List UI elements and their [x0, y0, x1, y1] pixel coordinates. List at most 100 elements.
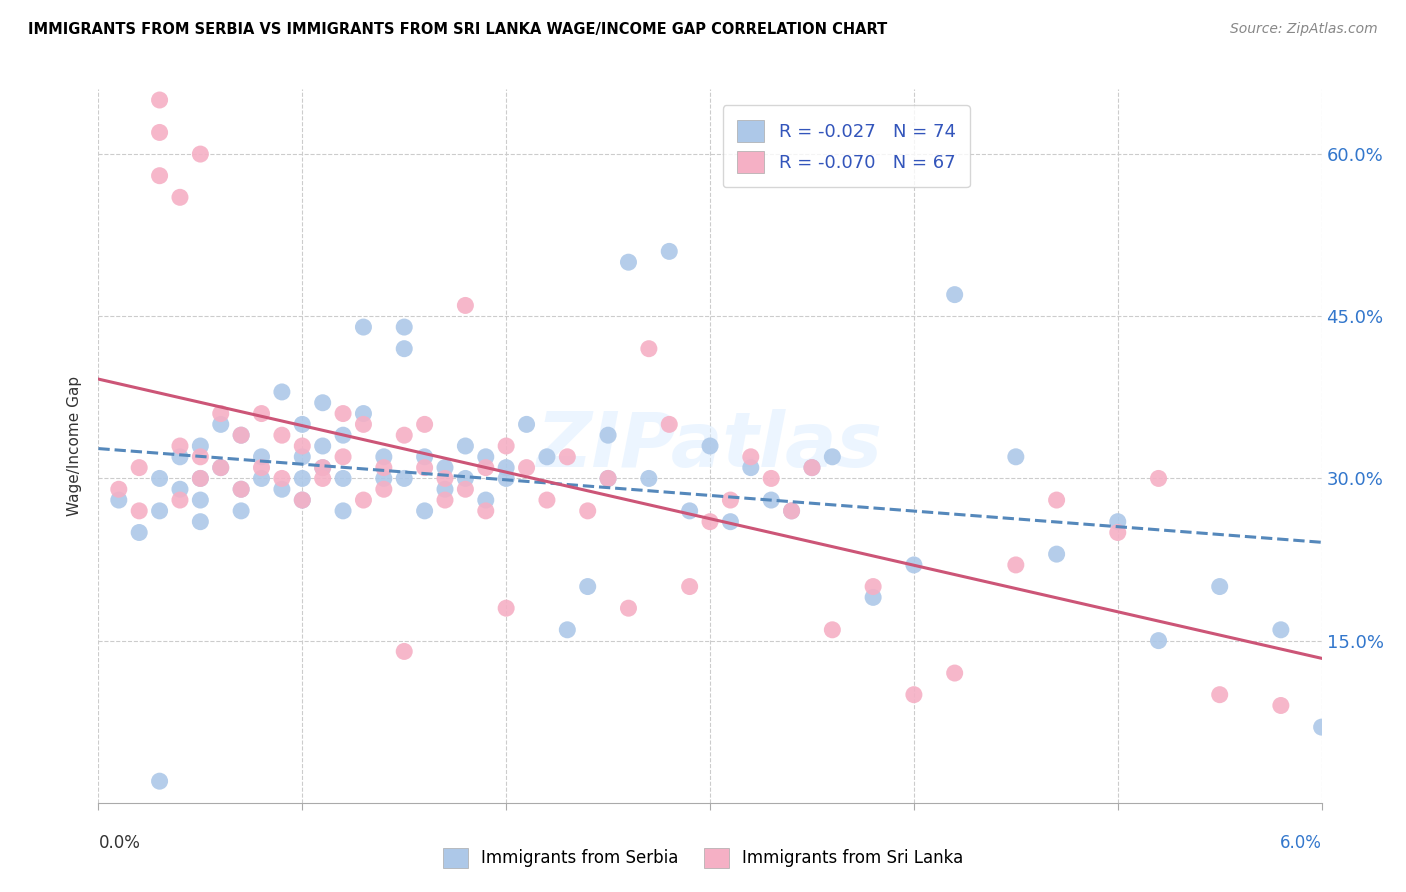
Point — [373, 482, 395, 496]
Text: Source: ZipAtlas.com: Source: ZipAtlas.com — [1230, 22, 1378, 37]
Point — [149, 169, 172, 183]
Point — [149, 504, 172, 518]
Point — [128, 525, 150, 540]
Point — [413, 504, 436, 518]
Point — [188, 471, 212, 485]
Point — [862, 580, 884, 594]
Point — [332, 504, 354, 518]
Point — [231, 428, 253, 442]
Point — [679, 504, 702, 518]
Point — [128, 460, 150, 475]
Legend: R = -0.027   N = 74, R = -0.070   N = 67: R = -0.027 N = 74, R = -0.070 N = 67 — [723, 105, 970, 187]
Point — [576, 504, 599, 518]
Point — [943, 287, 966, 301]
Point — [474, 460, 498, 475]
Point — [821, 623, 844, 637]
Point — [149, 774, 172, 789]
Point — [433, 493, 456, 508]
Legend: Immigrants from Serbia, Immigrants from Sri Lanka: Immigrants from Serbia, Immigrants from … — [436, 841, 970, 875]
Point — [413, 460, 436, 475]
Point — [209, 460, 232, 475]
Point — [209, 460, 232, 475]
Point — [373, 471, 395, 485]
Point — [108, 482, 131, 496]
Point — [188, 450, 212, 464]
Point — [231, 482, 253, 496]
Point — [516, 417, 538, 432]
Point — [270, 384, 292, 399]
Y-axis label: Wage/Income Gap: Wage/Income Gap — [67, 376, 83, 516]
Point — [108, 493, 131, 508]
Point — [454, 482, 477, 496]
Point — [291, 471, 314, 485]
Point — [291, 450, 314, 464]
Point — [679, 580, 702, 594]
Point — [311, 439, 335, 453]
Point — [169, 190, 191, 204]
Point — [1270, 623, 1292, 637]
Point — [943, 666, 966, 681]
Point — [637, 471, 661, 485]
Point — [332, 471, 354, 485]
Point — [1045, 493, 1069, 508]
Point — [474, 493, 498, 508]
Point — [1107, 525, 1129, 540]
Point — [903, 558, 925, 572]
Point — [270, 482, 292, 496]
Point — [555, 623, 579, 637]
Point — [1270, 698, 1292, 713]
Point — [270, 428, 292, 442]
Point — [392, 428, 416, 442]
Point — [598, 471, 620, 485]
Point — [250, 450, 273, 464]
Point — [495, 601, 517, 615]
Point — [495, 439, 517, 453]
Point — [188, 439, 212, 453]
Point — [311, 396, 335, 410]
Point — [474, 504, 498, 518]
Point — [433, 460, 456, 475]
Point — [454, 298, 477, 312]
Point — [1310, 720, 1333, 734]
Point — [209, 417, 232, 432]
Point — [658, 417, 681, 432]
Point — [392, 320, 416, 334]
Point — [495, 460, 517, 475]
Point — [495, 471, 517, 485]
Point — [862, 591, 884, 605]
Point — [801, 460, 824, 475]
Point — [231, 504, 253, 518]
Point — [617, 601, 640, 615]
Point — [821, 450, 844, 464]
Point — [291, 439, 314, 453]
Point — [780, 504, 803, 518]
Point — [576, 580, 599, 594]
Point — [169, 439, 191, 453]
Point — [250, 460, 273, 475]
Point — [392, 644, 416, 658]
Text: ZIPatlas: ZIPatlas — [537, 409, 883, 483]
Point — [718, 493, 742, 508]
Point — [1004, 558, 1026, 572]
Point — [536, 493, 558, 508]
Point — [801, 460, 824, 475]
Point — [352, 320, 374, 334]
Point — [903, 688, 925, 702]
Point — [392, 471, 416, 485]
Point — [1208, 580, 1232, 594]
Point — [1208, 688, 1232, 702]
Point — [188, 493, 212, 508]
Text: 6.0%: 6.0% — [1279, 834, 1322, 852]
Point — [392, 342, 416, 356]
Point — [761, 493, 783, 508]
Point — [617, 255, 640, 269]
Point — [291, 493, 314, 508]
Point — [699, 439, 721, 453]
Point — [373, 450, 395, 464]
Point — [291, 493, 314, 508]
Point — [169, 493, 191, 508]
Point — [188, 471, 212, 485]
Point — [555, 450, 579, 464]
Point — [740, 450, 762, 464]
Point — [332, 428, 354, 442]
